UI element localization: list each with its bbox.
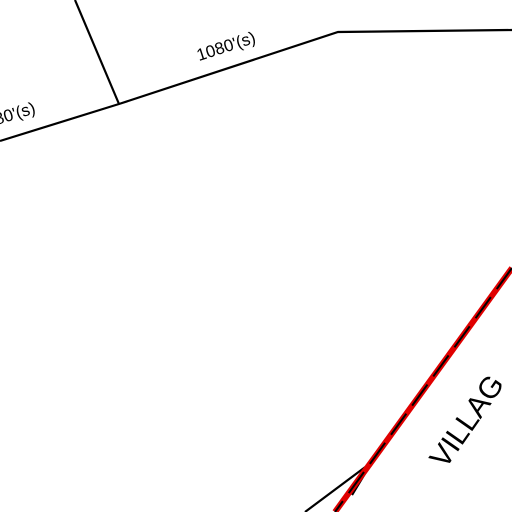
boundary: [332, 266, 512, 512]
boundary-dash: [334, 267, 512, 512]
parcel-line: [73, 0, 121, 105]
parcel-line: [0, 28, 512, 143]
